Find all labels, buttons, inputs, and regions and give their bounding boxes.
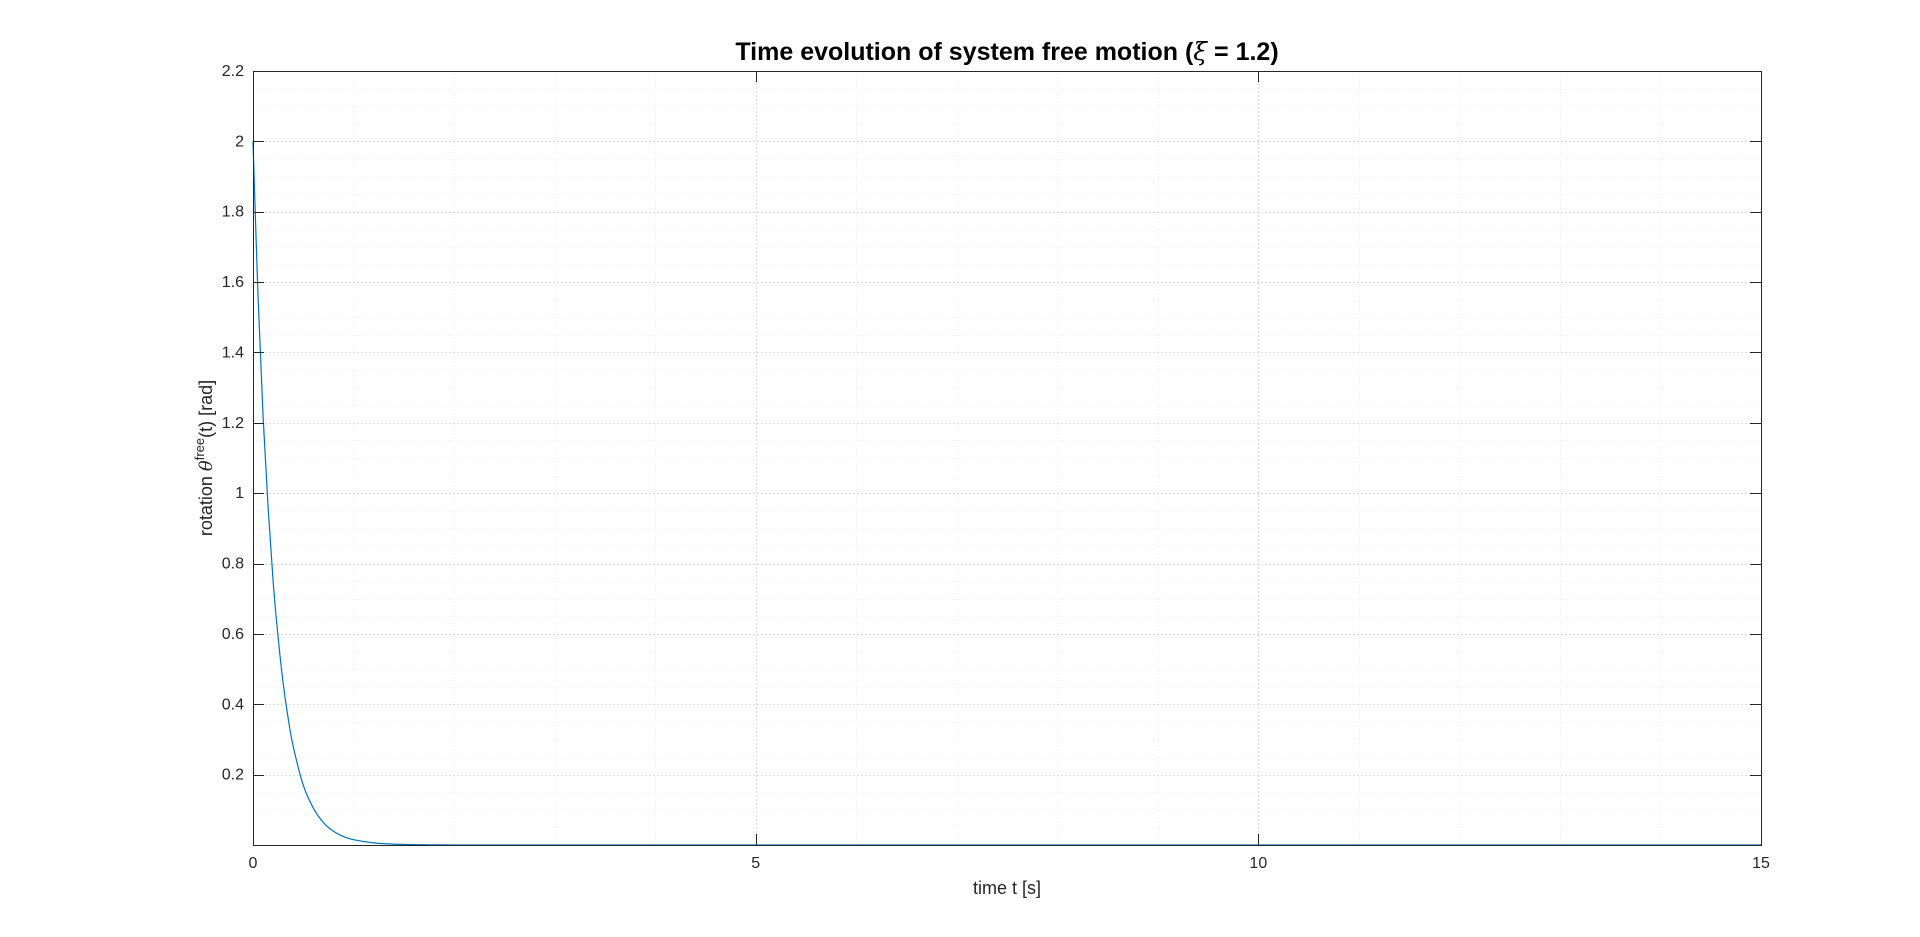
y-tick-labels: 0.2 0.4 0.6 0.8 1 1.2 1.4 1.6 1.8 2 2.2 xyxy=(222,63,244,784)
y-tick-label: 0.2 xyxy=(222,767,244,784)
ylabel-suffix: (t) [rad] xyxy=(196,380,216,438)
minor-grid xyxy=(253,71,1761,845)
x-axis-label: time t [s] xyxy=(973,878,1041,898)
x-tick-label: 5 xyxy=(751,855,760,872)
x-tick-labels: 0 5 10 15 xyxy=(249,855,1770,872)
y-tick-label: 1 xyxy=(235,485,244,502)
y-tick-label: 1.2 xyxy=(222,415,244,432)
y-tick-label: 0.8 xyxy=(222,556,244,573)
y-tick-label: 1.6 xyxy=(222,274,244,291)
y-tick-label: 0.6 xyxy=(222,626,244,643)
chart-title: Time evolution of system free motion (ξ … xyxy=(735,37,1278,66)
title-prefix: Time evolution of system free motion ( xyxy=(735,38,1194,66)
y-tick-label: 1.4 xyxy=(222,344,244,361)
x-tick-label: 10 xyxy=(1249,855,1267,872)
x-tick-label: 15 xyxy=(1752,855,1770,872)
y-tick-label: 2 xyxy=(235,133,244,150)
y-tick-label: 2.2 xyxy=(222,63,244,80)
x-tick-label: 0 xyxy=(249,855,258,872)
y-tick-label: 0.4 xyxy=(222,696,244,713)
axes-box xyxy=(253,71,1762,846)
ylabel-prefix: rotation xyxy=(196,471,216,536)
y-tick-label: 1.8 xyxy=(222,204,244,221)
title-symbol: ξ xyxy=(1193,37,1208,66)
tick-marks xyxy=(253,71,1762,845)
y-axis-label: rotation θfree(t) [rad] xyxy=(192,380,217,536)
ylabel-superscript: free xyxy=(192,438,207,460)
ylabel-symbol: θ xyxy=(196,460,217,471)
title-suffix: = 1.2) xyxy=(1207,38,1279,66)
